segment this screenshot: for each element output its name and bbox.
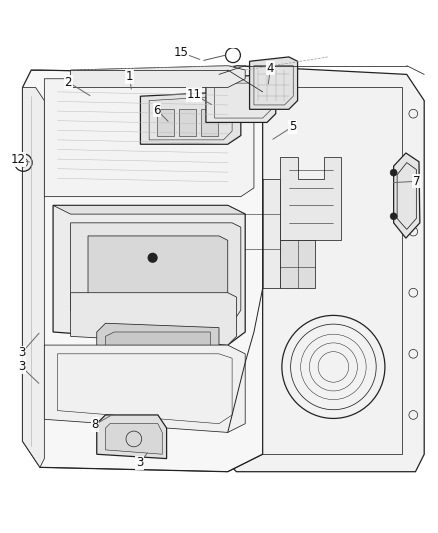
Polygon shape [106,332,210,358]
Bar [157,109,174,135]
Text: 7: 7 [413,175,420,188]
Polygon shape [141,92,241,144]
Text: 15: 15 [174,46,189,59]
Polygon shape [22,70,263,472]
Polygon shape [206,75,276,123]
Text: 1: 1 [126,70,133,83]
Circle shape [390,213,397,220]
Text: 3: 3 [136,456,143,470]
Text: 3: 3 [18,346,25,359]
Polygon shape [53,205,245,345]
Polygon shape [250,57,297,109]
Polygon shape [280,240,315,288]
Text: 12: 12 [11,153,26,166]
Polygon shape [44,345,245,432]
Polygon shape [71,66,245,87]
Text: 3: 3 [18,360,25,374]
Circle shape [148,253,157,262]
Polygon shape [394,153,420,238]
Text: 8: 8 [91,418,99,431]
Polygon shape [219,66,424,472]
Polygon shape [106,424,162,454]
Circle shape [390,169,397,176]
Text: 2: 2 [65,76,72,89]
Text: 5: 5 [289,120,296,133]
Polygon shape [71,223,241,323]
Polygon shape [280,157,341,240]
Bar [201,109,218,135]
Polygon shape [245,179,280,288]
Bar [179,109,196,135]
Polygon shape [97,415,166,458]
Polygon shape [44,79,254,197]
Polygon shape [88,236,228,310]
Text: 6: 6 [153,104,161,117]
Text: 4: 4 [267,62,274,75]
Polygon shape [22,87,44,467]
Text: 11: 11 [187,88,201,101]
Polygon shape [71,293,237,345]
Polygon shape [97,323,219,362]
Polygon shape [53,205,245,214]
